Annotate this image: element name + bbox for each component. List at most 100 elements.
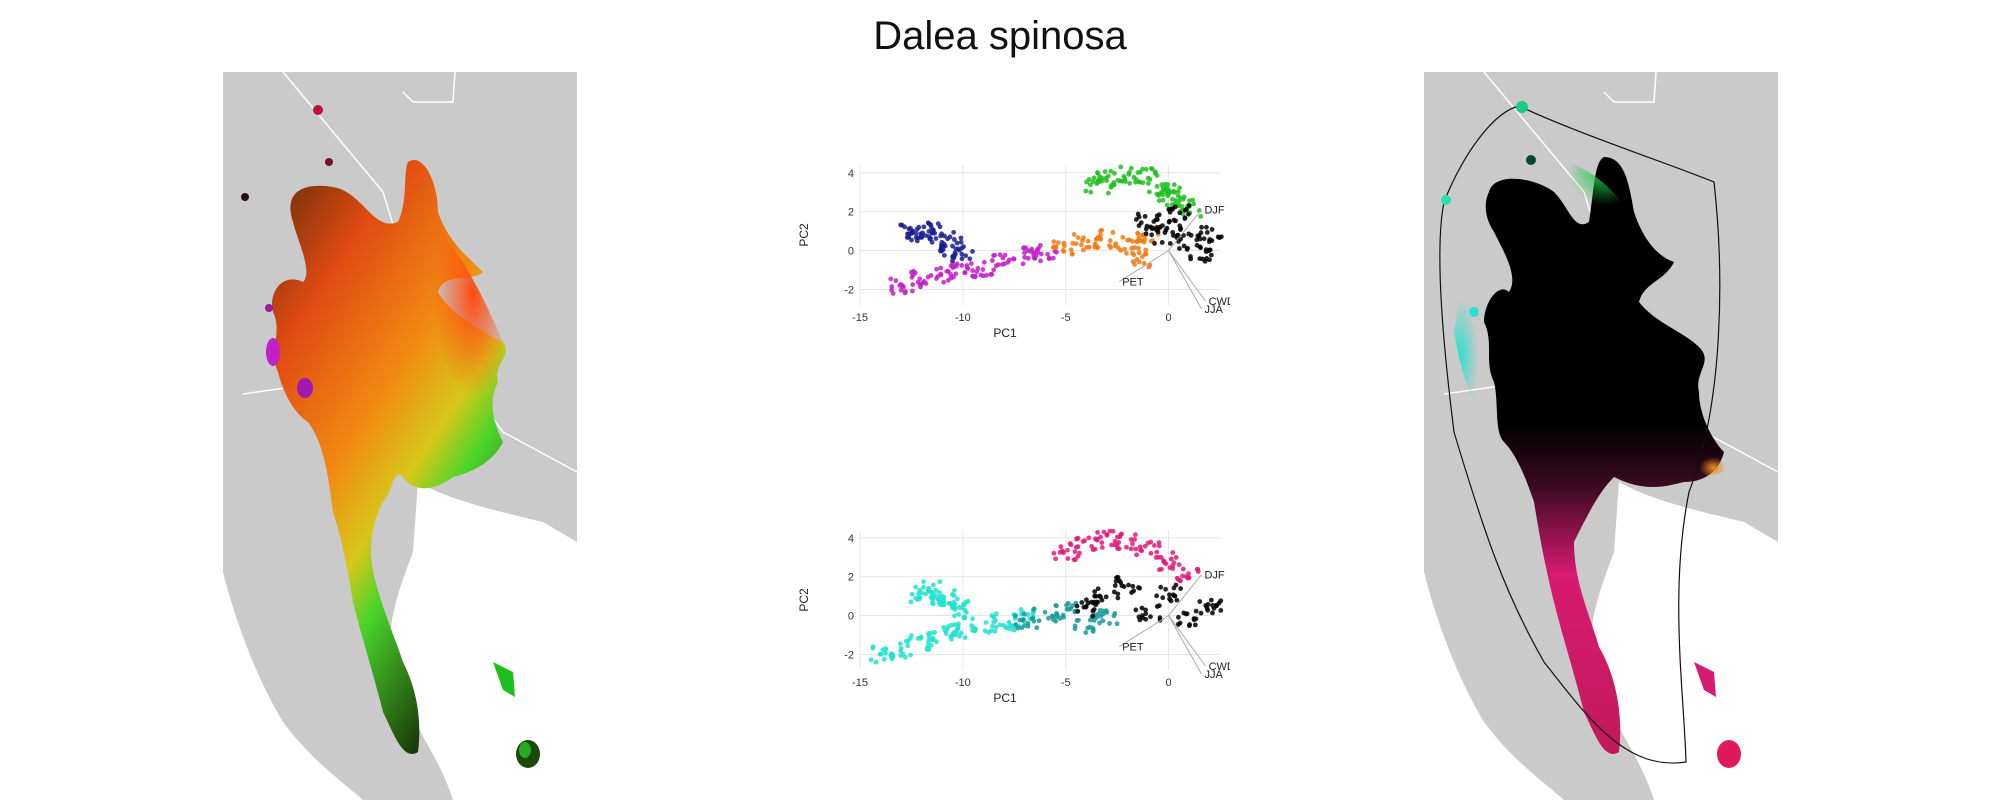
data-point xyxy=(1111,589,1117,595)
data-point xyxy=(1072,626,1078,632)
data-point xyxy=(940,600,946,605)
data-point xyxy=(1090,627,1096,632)
data-point xyxy=(1197,236,1203,242)
vector-arrow xyxy=(1118,250,1169,283)
data-point xyxy=(1148,550,1154,556)
data-point xyxy=(908,599,914,605)
data-point xyxy=(1208,252,1214,258)
vector-label: DJF xyxy=(1204,570,1224,582)
data-point xyxy=(1122,246,1128,252)
data-point xyxy=(963,599,968,605)
data-point xyxy=(1031,252,1037,257)
data-point xyxy=(1075,608,1081,614)
data-point xyxy=(1111,613,1117,619)
data-point xyxy=(910,282,916,287)
data-point xyxy=(1160,187,1166,193)
data-point xyxy=(1135,230,1140,236)
data-point xyxy=(1207,257,1212,263)
data-point xyxy=(1205,602,1211,607)
data-point xyxy=(1108,184,1114,190)
data-point xyxy=(970,249,975,254)
data-point xyxy=(1160,223,1165,228)
data-point xyxy=(1149,232,1155,238)
y-axis-label: PC2 xyxy=(797,223,811,247)
y-tick-label: 0 xyxy=(848,611,854,623)
vector-label: CWD xyxy=(1209,661,1230,673)
data-point xyxy=(1013,622,1019,627)
data-point xyxy=(1095,179,1100,185)
data-point xyxy=(1178,236,1184,242)
data-point xyxy=(1197,599,1203,604)
data-point xyxy=(1064,602,1069,608)
data-point xyxy=(1143,166,1149,172)
data-point xyxy=(1050,255,1056,261)
data-point xyxy=(942,233,947,239)
data-point xyxy=(1057,549,1063,555)
data-point xyxy=(900,283,906,289)
data-point xyxy=(1167,209,1173,215)
x-axis-label: PC1 xyxy=(993,326,1017,340)
data-point xyxy=(1192,622,1198,628)
data-point xyxy=(1174,597,1180,603)
data-point xyxy=(923,233,929,238)
data-point xyxy=(988,628,994,634)
data-point xyxy=(1165,190,1171,196)
right-map-ocean xyxy=(1424,572,1564,800)
data-point xyxy=(958,239,964,245)
data-point xyxy=(1173,555,1179,560)
data-point xyxy=(1180,573,1185,579)
data-point xyxy=(926,634,932,640)
data-point xyxy=(1186,203,1192,209)
data-point xyxy=(1100,608,1106,614)
data-point xyxy=(1160,595,1166,601)
data-point xyxy=(1159,566,1164,572)
data-point xyxy=(1175,189,1181,195)
vector-arrow xyxy=(1118,615,1169,648)
data-point xyxy=(921,279,927,284)
data-point xyxy=(978,272,984,278)
data-point xyxy=(1110,230,1116,235)
data-point xyxy=(1107,528,1113,534)
data-point xyxy=(1170,566,1176,571)
vector-label: PET xyxy=(1122,277,1144,289)
data-point xyxy=(1073,241,1079,247)
left-magenta-patch xyxy=(297,378,313,398)
right-outlier-point xyxy=(1469,307,1479,317)
data-point xyxy=(962,615,968,621)
data-point xyxy=(903,638,909,644)
data-point xyxy=(1133,176,1139,182)
data-point xyxy=(1046,615,1051,621)
data-point xyxy=(1167,596,1172,602)
data-point xyxy=(952,588,957,593)
data-point xyxy=(1144,223,1150,229)
data-point xyxy=(1208,597,1214,603)
data-point xyxy=(1191,616,1197,621)
data-point xyxy=(921,584,926,590)
data-point xyxy=(1147,262,1153,268)
data-point xyxy=(1038,258,1043,264)
data-point xyxy=(1148,614,1153,620)
data-point xyxy=(1162,230,1168,236)
right-outlier-point xyxy=(1526,155,1536,165)
data-point xyxy=(1132,262,1138,267)
data-point xyxy=(1017,617,1023,623)
data-point xyxy=(1098,236,1104,242)
data-point xyxy=(1104,532,1110,538)
data-point xyxy=(954,240,960,246)
data-point xyxy=(950,243,955,249)
data-point xyxy=(1025,620,1031,626)
data-point xyxy=(1116,539,1122,545)
data-point xyxy=(1141,239,1147,245)
right-range-polygon xyxy=(1484,157,1724,754)
data-point xyxy=(941,252,947,258)
data-point xyxy=(1021,623,1027,629)
data-point xyxy=(990,623,995,629)
data-point xyxy=(989,613,995,618)
data-point xyxy=(1069,603,1075,609)
data-point xyxy=(1170,189,1176,194)
data-point xyxy=(973,626,979,632)
data-point xyxy=(1011,256,1016,262)
data-point xyxy=(910,228,916,234)
data-point xyxy=(1149,166,1155,172)
data-point xyxy=(1005,259,1011,265)
